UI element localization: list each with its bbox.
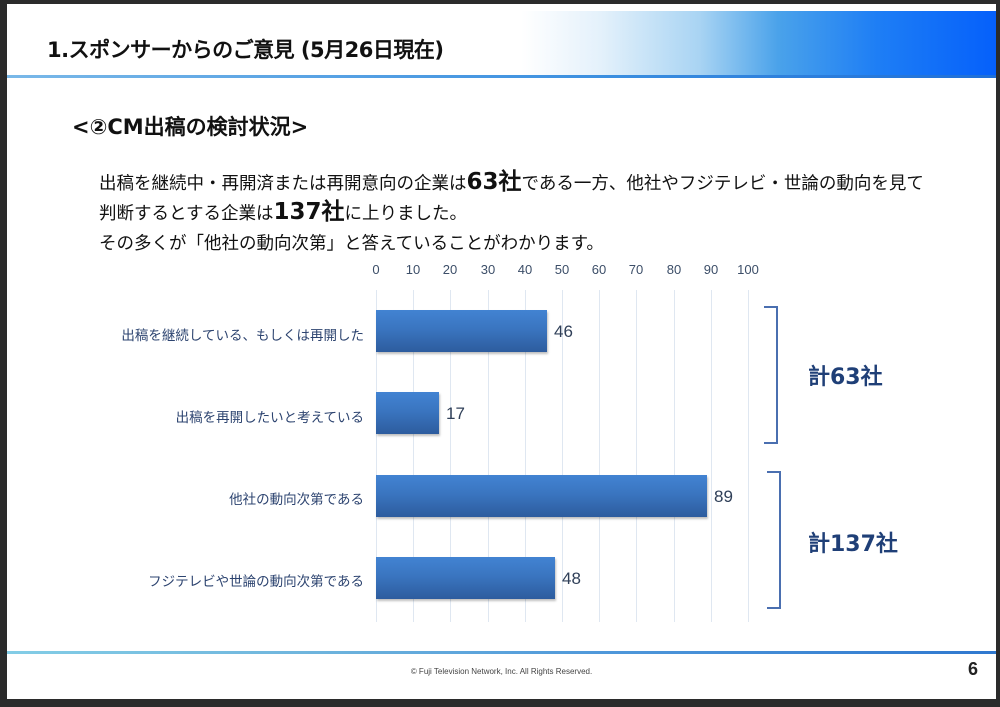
tick-label: 60 [591, 262, 607, 277]
bar-value-label: 46 [554, 322, 573, 341]
gridline [599, 290, 600, 622]
total-label-63: 計63社 [808, 365, 883, 390]
summary-text: である一方、他社やフジテレビ・世論の動向を見て [521, 174, 924, 194]
category-label: 出稿を再開したいと考えている [175, 410, 364, 426]
summary-text: に上りました。 [344, 204, 468, 224]
category-label: フジテレビや世論の動向次第である [148, 574, 364, 590]
tick-label: 100 [737, 262, 759, 277]
bar-value-label: 89 [714, 487, 733, 506]
header-divider [7, 75, 996, 78]
summary-line-2: 判断するとする企業は137社に上りました。 [99, 192, 467, 226]
tick-label: 20 [442, 262, 458, 277]
bracket-group-1 [764, 306, 778, 444]
slide: 1.スポンサーからのご意見 (5月26日現在) <②CM出稿の検討状況> 出稿を… [7, 4, 996, 699]
bar-want-to-resume [376, 392, 439, 434]
footer-divider [7, 651, 996, 654]
total-label-137: 計137社 [808, 532, 898, 557]
bracket-group-2 [767, 471, 781, 609]
copyright-text: © Fuji Television Network, Inc. All Righ… [410, 667, 593, 676]
category-label: 出稿を継続している、もしくは再開した [121, 328, 364, 344]
category-label: 他社の動向次第である [229, 492, 364, 508]
tick-label: 10 [405, 262, 421, 277]
tick-label: 0 [372, 262, 380, 277]
summary-line-3: その多くが「他社の動向次第」と答えていることがわかります。 [99, 234, 604, 254]
summary-highlight-137: 137社 [273, 199, 345, 225]
page-title: 1.スポンサーからのご意見 (5月26日現在) [47, 38, 444, 62]
header-gradient-band [7, 11, 996, 75]
gridline [636, 290, 637, 622]
gridline [562, 290, 563, 622]
gridline [748, 290, 749, 622]
tick-label: 70 [628, 262, 644, 277]
gridline [376, 290, 377, 622]
gridline [525, 290, 526, 622]
tick-label: 40 [517, 262, 533, 277]
tick-label: 90 [703, 262, 719, 277]
bar-depends-on-fujitv-public [376, 557, 555, 599]
bar-value-label: 17 [446, 404, 465, 423]
gridline [674, 290, 675, 622]
gridline [413, 290, 414, 622]
gridline [711, 290, 712, 622]
bar-value-label: 48 [562, 569, 581, 588]
summary-highlight-63: 63社 [466, 169, 522, 195]
tick-label: 30 [480, 262, 496, 277]
summary-text: 出稿を継続中・再開済または再開意向の企業は [99, 174, 467, 194]
summary-line-1: 出稿を継続中・再開済または再開意向の企業は63社である一方、他社やフジテレビ・世… [99, 162, 924, 196]
bar-chart: 0 10 20 30 40 50 60 70 80 90 100 出稿を継続して… [7, 4, 996, 699]
section-title: <②CM出稿の検討状況> [72, 115, 309, 139]
tick-label: 80 [666, 262, 682, 277]
gridline [450, 290, 451, 622]
summary-text: 判断するとする企業は [99, 204, 274, 224]
page-number: 6 [967, 659, 978, 679]
tick-label: 50 [554, 262, 570, 277]
bar-continue-or-resumed [376, 310, 547, 352]
bar-depends-on-others [376, 475, 707, 517]
gridline [488, 290, 489, 622]
